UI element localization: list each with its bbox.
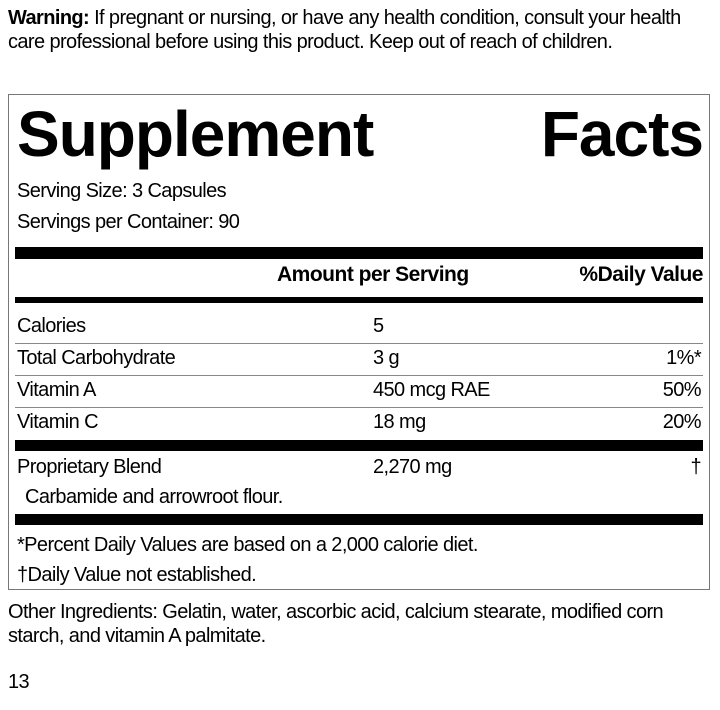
nutrient-amount: 18 mg (373, 411, 426, 433)
nutrient-amount: 450 mcg RAE (373, 379, 490, 401)
nutrient-amount: 5 (373, 315, 384, 337)
divider-medium (15, 297, 703, 303)
header-daily-value: %Daily Value (579, 263, 703, 286)
title-word-supplement: Supplement (17, 98, 374, 170)
nutrient-dv: 20% (662, 411, 702, 433)
nutrient-name: Vitamin A (17, 379, 96, 401)
blend-ingredients: Carbamide and arrowroot flour. (25, 486, 283, 508)
nutrient-name: Calories (17, 315, 86, 337)
supplement-facts-panel: Supplement Facts Serving Size: 3 Capsules… (8, 94, 710, 590)
panel-title: Supplement Facts (17, 98, 704, 170)
row-divider (15, 343, 703, 344)
nutrient-name: Total Carbohydrate (17, 347, 176, 369)
servings-per-container: Servings per Container: 90 (17, 211, 240, 233)
nutrient-dv: 1%* (666, 347, 701, 369)
page-number: 13 (8, 671, 30, 693)
table-row: Total Carbohydrate 3 g 1%* (17, 343, 702, 373)
table-row: Vitamin A 450 mcg RAE 50% (17, 375, 702, 405)
warning-text: Warning: If pregnant or nursing, or have… (8, 6, 716, 54)
nutrient-name: Vitamin C (17, 411, 99, 433)
divider-thick (15, 247, 703, 259)
warning-label: Warning: (8, 7, 90, 29)
table-row: Vitamin C 18 mg 20% (17, 407, 702, 437)
header-amount: Amount per Serving (277, 263, 469, 286)
blend-dv: † (690, 456, 701, 478)
footnote-dagger: †Daily Value not established. (17, 564, 257, 586)
table-row: Calories 5 (17, 311, 701, 341)
blend-amount: 2,270 mg (373, 456, 452, 478)
divider-thick (15, 440, 703, 451)
row-divider (15, 375, 703, 376)
row-divider (15, 407, 703, 408)
warning-body: If pregnant or nursing, or have any heal… (8, 7, 681, 53)
divider-thick (15, 514, 703, 525)
other-ingredients: Other Ingredients: Gelatin, water, ascor… (8, 601, 664, 647)
serving-size: Serving Size: 3 Capsules (17, 180, 227, 202)
table-row-blend: Proprietary Blend 2,270 mg † (17, 452, 702, 482)
blend-name: Proprietary Blend (17, 456, 162, 478)
footnote-percent-dv: *Percent Daily Values are based on a 2,0… (17, 534, 478, 556)
title-word-facts: Facts (540, 98, 704, 170)
nutrient-amount: 3 g (373, 347, 400, 369)
nutrient-dv: 50% (662, 379, 702, 401)
